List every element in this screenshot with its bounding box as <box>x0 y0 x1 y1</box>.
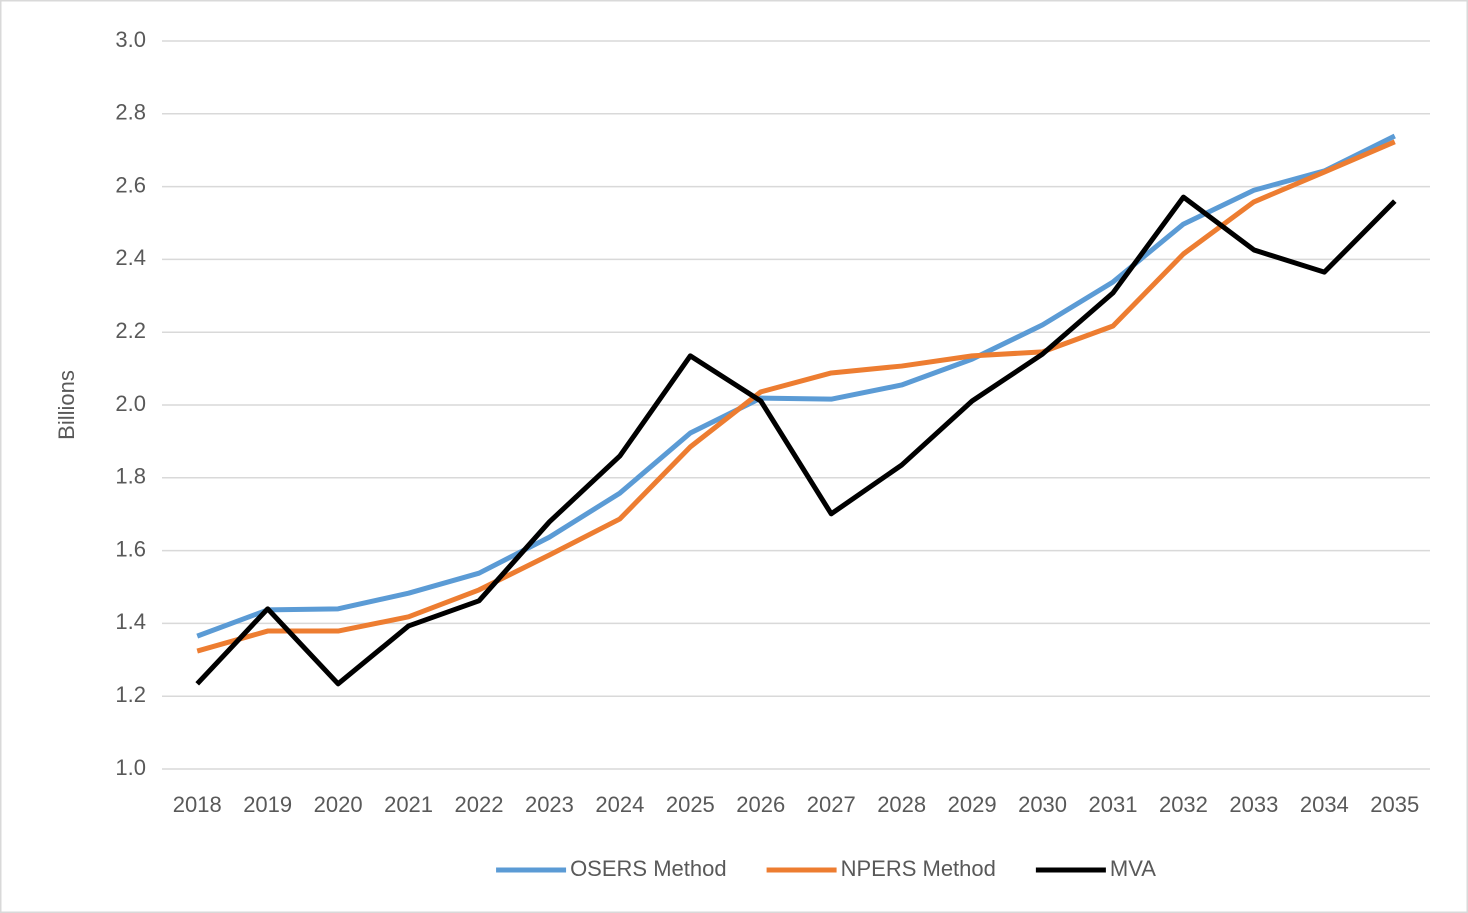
x-tick-label: 2023 <box>525 792 574 817</box>
x-tick-label: 2029 <box>948 792 997 817</box>
x-tick-label: 2034 <box>1300 792 1349 817</box>
y-tick-label: 1.8 <box>115 464 146 489</box>
x-tick-label: 2018 <box>173 792 222 817</box>
x-tick-label: 2033 <box>1229 792 1278 817</box>
x-tick-label: 2024 <box>595 792 644 817</box>
y-axis-label: Billions <box>54 370 79 440</box>
x-tick-label: 2035 <box>1370 792 1419 817</box>
x-tick-label: 2032 <box>1159 792 1208 817</box>
legend-label: NPERS Method <box>841 856 996 881</box>
x-tick-label: 2025 <box>666 792 715 817</box>
x-tick-label: 2022 <box>455 792 504 817</box>
y-tick-label: 1.4 <box>115 609 146 634</box>
x-tick-label: 2026 <box>736 792 785 817</box>
y-tick-label: 2.8 <box>115 100 146 125</box>
line-series <box>196 139 1396 654</box>
legend-label: OSERS Method <box>570 856 727 881</box>
y-tick-label: 2.6 <box>115 172 146 197</box>
x-tick-label: 2019 <box>243 792 292 817</box>
y-tick-label: 2.4 <box>115 245 146 270</box>
x-tick-label: 2020 <box>314 792 363 817</box>
x-tick-label: 2027 <box>807 792 856 817</box>
x-tick-label: 2031 <box>1089 792 1138 817</box>
x-tick-label: 2028 <box>877 792 926 817</box>
legend-label: MVA <box>1110 856 1156 881</box>
y-tick-label: 2.0 <box>115 391 146 416</box>
x-tick-label: 2021 <box>384 792 433 817</box>
y-tick-label: 2.2 <box>115 318 146 343</box>
line-series <box>196 133 1396 639</box>
y-tick-label: 1.2 <box>115 682 146 707</box>
line-series <box>195 194 1397 687</box>
y-tick-label: 1.6 <box>115 536 146 561</box>
y-tick-label: 1.0 <box>115 755 146 780</box>
x-tick-label: 2030 <box>1018 792 1067 817</box>
y-tick-label: 3.0 <box>115 27 146 52</box>
